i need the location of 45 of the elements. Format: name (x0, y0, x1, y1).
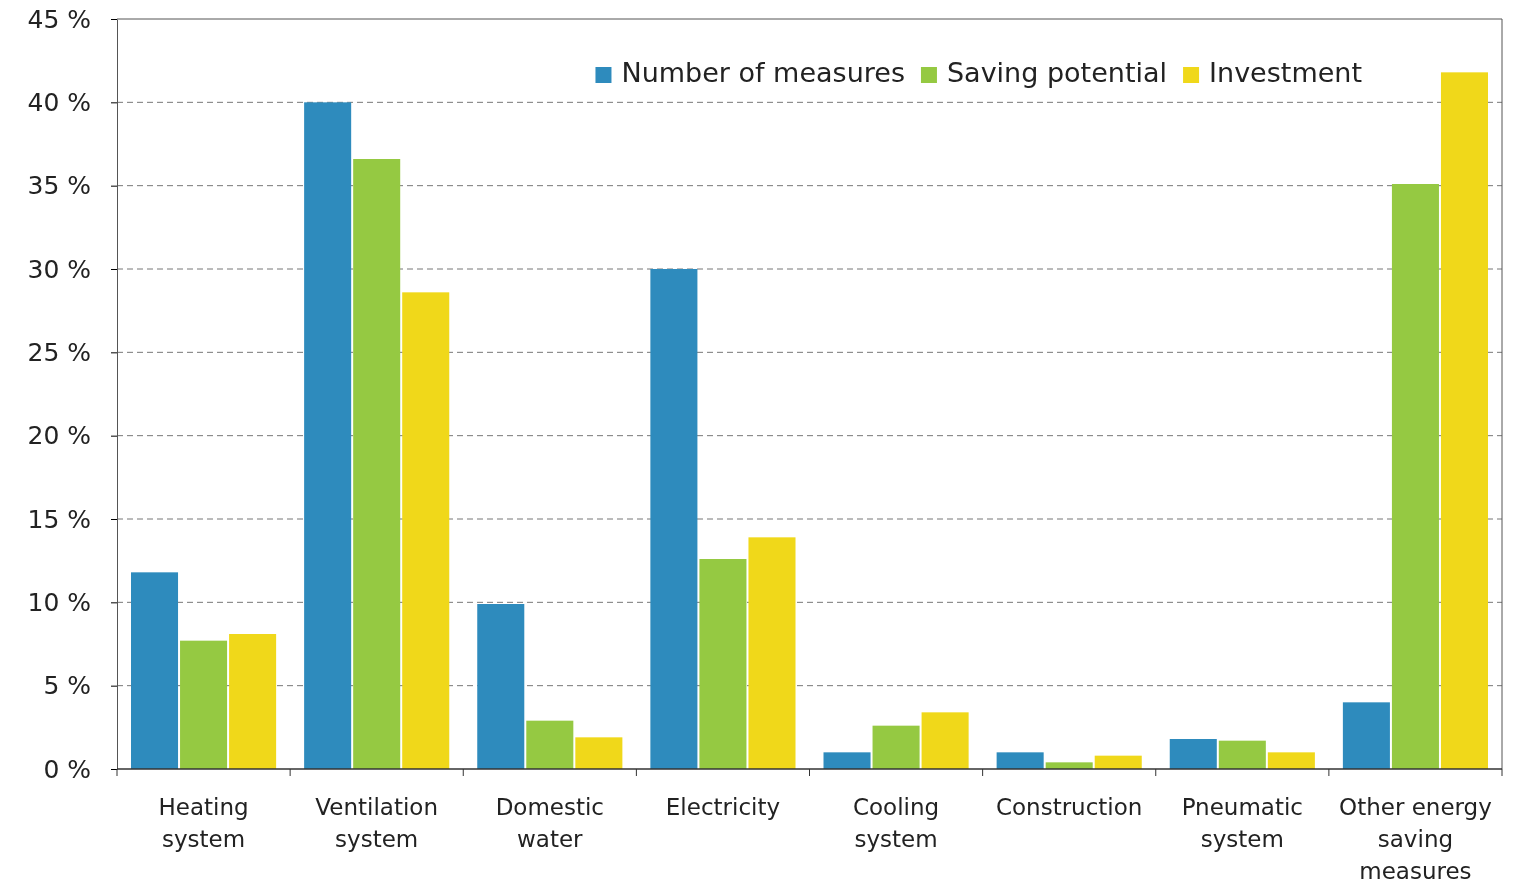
bar (1094, 755, 1142, 769)
bar (1342, 702, 1390, 769)
y-tick-label: 25 % (27, 337, 91, 367)
y-tick-label: 10 % (27, 587, 91, 617)
x-tick-label: Heating system (158, 794, 249, 852)
bar (1169, 739, 1217, 769)
bar (477, 604, 525, 769)
bar (1440, 72, 1488, 769)
y-tick-label: 30 % (27, 254, 91, 284)
bar (872, 725, 920, 769)
x-tick-label: Domestic water (495, 794, 604, 852)
y-tick-label: 0 % (43, 754, 91, 784)
legend-label: Number of measures (621, 57, 905, 88)
bar (650, 269, 698, 769)
bar (748, 537, 796, 769)
legend-label: Saving potential (946, 57, 1168, 88)
x-tick-label: Cooling system (852, 794, 940, 852)
y-tick-label: 15 % (27, 504, 91, 534)
bar (304, 102, 352, 769)
bar (229, 634, 277, 769)
bar (1218, 740, 1266, 769)
y-tick-label: 35 % (27, 171, 91, 201)
bar (1045, 762, 1093, 769)
bar (699, 559, 747, 769)
bar (575, 737, 623, 769)
y-tick-label: 5 % (43, 671, 91, 701)
bar (921, 712, 969, 769)
y-tick-label: 45 % (27, 4, 91, 34)
x-tick-label: Ventilation system (315, 794, 439, 852)
legend-label: Investment (1209, 57, 1362, 88)
x-tick-label: Construction (995, 794, 1143, 820)
bar (353, 159, 401, 769)
bar (1391, 184, 1439, 769)
x-tick-label: Other energy saving measures (1339, 794, 1492, 884)
bar (823, 752, 871, 769)
y-tick-label: 20 % (27, 421, 91, 451)
bar (180, 640, 228, 769)
bar (131, 572, 179, 769)
y-tick-label: 40 % (27, 87, 91, 117)
bar (1267, 752, 1315, 769)
x-tick-label: Electricity (665, 794, 781, 820)
bar (996, 752, 1044, 769)
bar (402, 292, 450, 769)
x-tick-label: Pneumatic system (1181, 794, 1303, 852)
bar (526, 720, 574, 769)
